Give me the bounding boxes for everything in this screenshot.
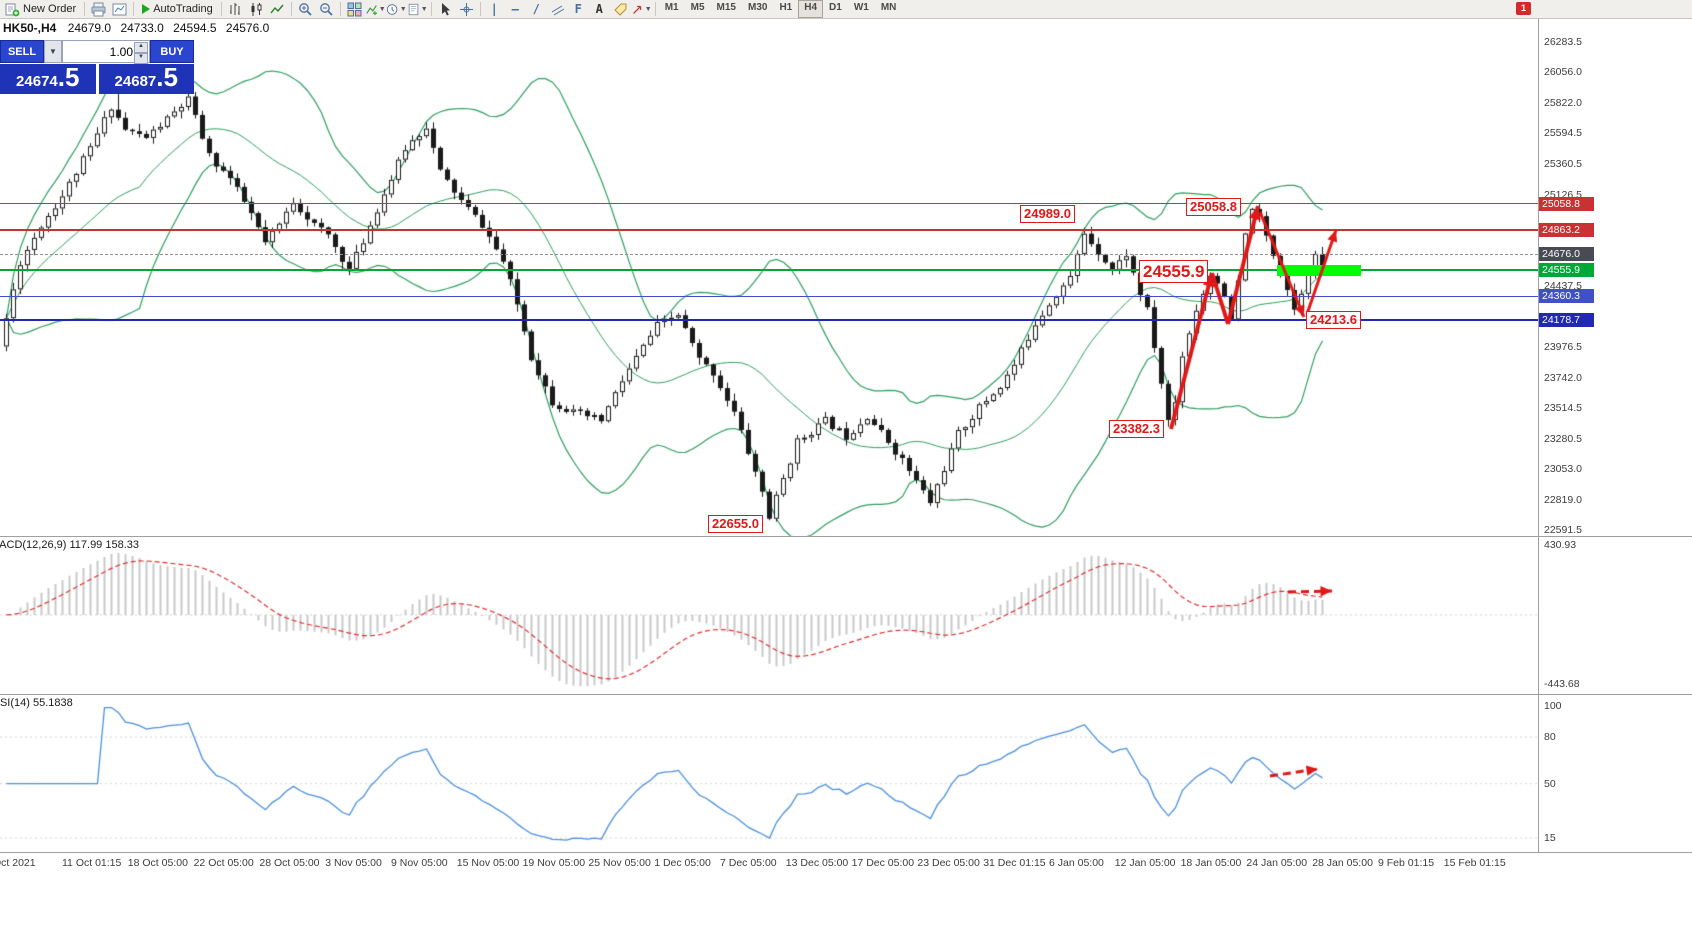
new-order-button[interactable]: New Order [0, 1, 81, 17]
zoom-out-icon[interactable] [316, 1, 337, 17]
symbol-timeframe-label: HK50-,H4 [3, 21, 57, 35]
bar-chart-icon[interactable] [225, 1, 246, 17]
sell-price-main: 24674 [16, 73, 58, 90]
toolbar-separator [430, 2, 432, 16]
dropdown-arrow-icon: ▼ [420, 5, 428, 13]
dropdown-arrow-icon: ▼ [644, 5, 652, 13]
timeframe-button-w1[interactable]: W1 [853, 2, 869, 13]
dropdown-arrow-icon: ▼ [378, 5, 386, 13]
timeframe-button-m1[interactable]: M1 [664, 2, 679, 13]
toolbar-separator [290, 2, 292, 16]
timeframe-button-m30[interactable]: M30 [747, 2, 768, 13]
toolbar-separator [339, 2, 341, 16]
ohlc-high: 24733.0 [120, 21, 164, 35]
fibonacci-icon[interactable]: F [574, 2, 582, 16]
buy-price-main: 24687 [114, 73, 157, 90]
trade-panel-dropdown[interactable]: ▼ [44, 40, 62, 63]
sell-button[interactable]: SELL [0, 40, 44, 63]
zoom-in-icon[interactable] [295, 1, 316, 17]
chart-screenshot-icon[interactable] [109, 1, 130, 17]
buy-price[interactable]: 24687.5 [98, 62, 194, 94]
buy-price-fraction: .5 [156, 62, 178, 92]
volume-input[interactable]: 1.00 ▲ ▼ [62, 40, 150, 64]
crosshair-icon[interactable] [456, 1, 477, 17]
line-chart-icon[interactable] [267, 1, 288, 17]
price-callout-label[interactable]: 22655.0 [708, 515, 763, 534]
price-callout-label[interactable]: 24989.0 [1020, 205, 1075, 224]
print-icon[interactable] [88, 1, 109, 17]
ohlc-close: 24576.0 [225, 21, 270, 35]
toolbar-separator [479, 2, 481, 16]
equidistant-channel-icon[interactable] [547, 1, 568, 17]
timeframe-button-h4[interactable]: H4 [798, 0, 824, 18]
price-callout-label[interactable]: 23382.3 [1109, 420, 1164, 439]
periods-icon[interactable]: ▼ [386, 1, 407, 17]
timeframe-button-d1[interactable]: D1 [829, 2, 842, 13]
volume-value: 1.00 [109, 44, 133, 59]
autotrading-button[interactable]: AutoTrading [137, 1, 218, 17]
volume-down-button[interactable]: ▼ [134, 53, 148, 64]
buy-button[interactable]: BUY [150, 40, 194, 63]
sell-price[interactable]: 24674.5 [0, 64, 96, 94]
toolbar-separator [84, 2, 86, 16]
autotrading-label: AutoTrading [153, 3, 213, 15]
sell-price-fraction: .5 [57, 62, 80, 92]
cursor-icon[interactable] [435, 1, 456, 17]
trendline-icon[interactable]: / [532, 2, 540, 16]
templates-icon[interactable]: ▼ [407, 1, 428, 17]
open-charts-badge[interactable]: 1 [1516, 2, 1531, 15]
timeframe-button-mn[interactable]: MN [880, 2, 897, 13]
timeframe-button-m15[interactable]: M15 [716, 2, 736, 13]
timeframe-button-m5[interactable]: M5 [690, 2, 705, 13]
price-callout-label[interactable]: 25058.8 [1186, 198, 1241, 217]
toolbar: New Order AutoTrading ▼ ▼ ▼ | — / F A ▼ [0, 0, 1692, 19]
new-order-icon [5, 3, 20, 16]
candlestick-chart-icon[interactable] [246, 1, 267, 17]
autotrading-play-icon [142, 4, 151, 14]
toolbar-separator [220, 2, 222, 16]
one-click-trading-panel: SELL ▼ 1.00 ▲ ▼ BUY 24674.5 24687.5 [0, 40, 194, 94]
tile-windows-icon[interactable] [344, 1, 365, 17]
volume-up-button[interactable]: ▲ [134, 42, 148, 53]
indicators-icon[interactable]: ▼ [365, 1, 386, 17]
ohlc-low: 24594.5 [173, 21, 217, 35]
text-label-icon[interactable] [610, 1, 631, 17]
price-callout-label[interactable]: 24555.9 [1139, 260, 1209, 284]
dropdown-arrow-icon: ▼ [399, 5, 407, 13]
timeframe-buttons-group: M1 M5 M15 M30 H1 H4 D1 W1 MN [659, 0, 903, 18]
vertical-line-icon[interactable]: | [490, 2, 498, 16]
arrow-shapes-icon[interactable]: ▼ [631, 1, 652, 17]
chart-ohlc-header: HK50-,H4 24679.0 24733.0 24594.5 24576.0 [3, 21, 275, 35]
text-icon[interactable]: A [595, 2, 603, 16]
ohlc-open: 24679.0 [67, 21, 112, 35]
new-order-label: New Order [23, 3, 77, 15]
price-callout-label[interactable]: 24213.6 [1306, 311, 1361, 330]
timeframe-button-h1[interactable]: H1 [779, 2, 793, 13]
toolbar-separator [654, 2, 656, 16]
horizontal-line-icon[interactable]: — [511, 2, 519, 16]
toolbar-separator [133, 2, 135, 16]
